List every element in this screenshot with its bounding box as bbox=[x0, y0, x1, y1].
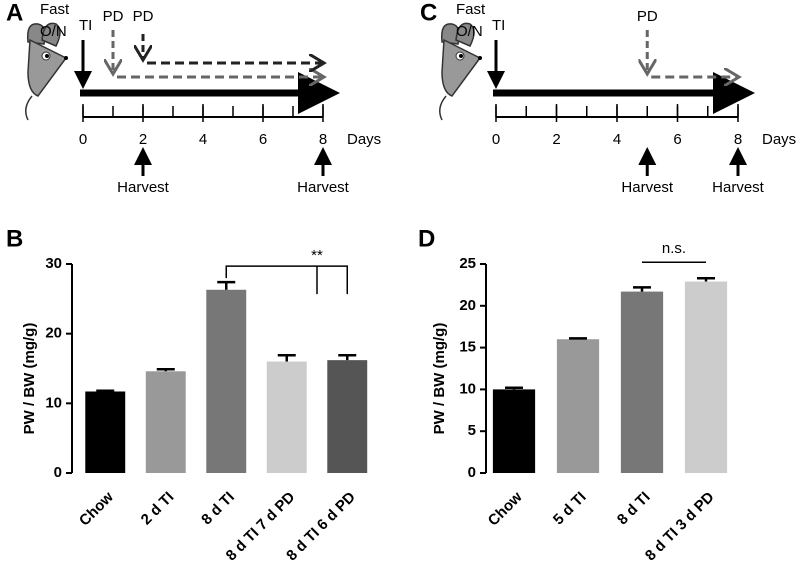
pd-label: PD bbox=[133, 8, 154, 25]
x-tick-label: Chow bbox=[76, 488, 117, 529]
panel-label: D bbox=[418, 225, 435, 252]
y-tick-label: 10 bbox=[45, 394, 62, 411]
bar bbox=[327, 360, 368, 473]
bar bbox=[492, 389, 536, 473]
y-tick-label: 20 bbox=[459, 297, 476, 314]
panel-label: C bbox=[420, 0, 437, 26]
error-bar bbox=[156, 367, 175, 372]
y-tick-label: 30 bbox=[45, 255, 62, 272]
error-bar bbox=[633, 286, 651, 292]
x-tick-label: 2 bbox=[552, 131, 560, 148]
y-tick-label: 5 bbox=[468, 422, 476, 439]
significance-label: ** bbox=[311, 247, 323, 264]
fast-label: O/N bbox=[40, 23, 67, 40]
error-bar bbox=[697, 276, 715, 282]
x-tick-label: 4 bbox=[199, 131, 207, 148]
y-tick-label: 20 bbox=[45, 325, 62, 342]
y-tick-label: 25 bbox=[459, 255, 476, 272]
treatment-label: TI bbox=[79, 17, 92, 34]
bar bbox=[266, 361, 307, 473]
harvest-label: Harvest bbox=[117, 179, 170, 196]
x-tick-label: 0 bbox=[79, 131, 87, 148]
x-tick-label: 6 bbox=[259, 131, 267, 148]
x-tick-label: 8 d TI 3 d PD bbox=[642, 488, 718, 564]
treatment-label: TI bbox=[492, 17, 505, 34]
bar bbox=[556, 339, 600, 473]
x-tick-label: Chow bbox=[485, 488, 526, 529]
bar bbox=[620, 291, 664, 473]
y-tick-label: 15 bbox=[459, 339, 476, 356]
x-tick-label: 8 d TI bbox=[198, 489, 238, 529]
error-bar bbox=[338, 354, 357, 361]
x-tick-label: 4 bbox=[613, 131, 621, 148]
bar bbox=[85, 391, 126, 473]
unit-label: Days bbox=[762, 131, 796, 148]
x-tick-label: 0 bbox=[492, 131, 500, 148]
pd-label: PD bbox=[637, 8, 658, 25]
x-tick-label: 8 d TI bbox=[614, 489, 654, 529]
pd-label: PD bbox=[103, 8, 124, 25]
y-tick-label: 0 bbox=[54, 464, 62, 481]
unit-label: Days bbox=[347, 131, 381, 148]
x-tick-label: 8 bbox=[734, 131, 742, 148]
harvest-label: Harvest bbox=[712, 179, 765, 196]
bar bbox=[145, 371, 186, 473]
error-bar bbox=[96, 389, 115, 393]
y-axis-label: PW / BW (mg/g) bbox=[431, 323, 448, 435]
harvest-label: Harvest bbox=[297, 179, 350, 196]
y-tick-label: 0 bbox=[468, 464, 476, 481]
x-tick-label: 5 d TI bbox=[550, 489, 590, 529]
significance-bracket bbox=[225, 265, 348, 295]
error-bar bbox=[217, 280, 236, 290]
fast-label: O/N bbox=[456, 23, 483, 40]
error-bar bbox=[569, 337, 587, 340]
x-tick-label: 2 d TI bbox=[138, 489, 178, 529]
panel-label: B bbox=[6, 225, 23, 252]
fast-label: Fast bbox=[456, 1, 486, 18]
x-tick-label: 2 bbox=[139, 131, 147, 148]
panel-label: A bbox=[6, 0, 23, 26]
significance-label: n.s. bbox=[662, 240, 686, 257]
y-tick-label: 10 bbox=[459, 380, 476, 397]
harvest-label: Harvest bbox=[621, 179, 674, 196]
error-bar bbox=[277, 354, 296, 362]
fast-label: Fast bbox=[40, 1, 70, 18]
error-bar bbox=[505, 386, 523, 390]
y-axis-label: PW / BW (mg/g) bbox=[21, 323, 38, 435]
x-tick-label: 6 bbox=[673, 131, 681, 148]
bar bbox=[684, 281, 728, 473]
bar bbox=[206, 289, 247, 473]
x-tick-label: 8 bbox=[319, 131, 327, 148]
